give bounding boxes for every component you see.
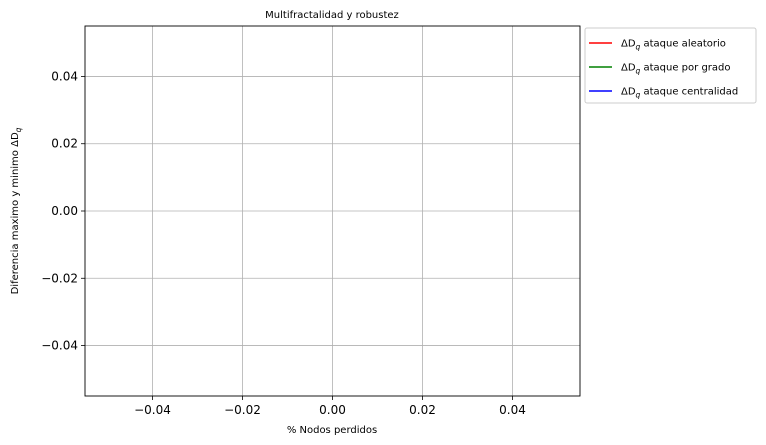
y-tick-label: 0.04 [51, 69, 78, 83]
legend-label-symbol: ΔD [621, 39, 636, 50]
y-axis-label: Diferencia maximo y minimo ΔDq [10, 127, 23, 294]
legend-label-text: ataque por grado [640, 63, 730, 74]
x-axis: −0.04 −0.02 0.00 0.02 0.04 [134, 396, 526, 417]
y-tick-label: −0.02 [41, 271, 78, 285]
x-tick-label: 0.00 [319, 403, 346, 417]
chart-title: Multifractalidad y robustez [265, 10, 399, 21]
legend-label-subscript: q [636, 91, 641, 100]
y-tick-label: −0.04 [41, 339, 78, 353]
legend-box [584, 27, 757, 104]
legend-label-text: ataque aleatorio [640, 39, 726, 50]
x-axis-label: % Nodos perdidos [287, 425, 377, 436]
legend-label-subscript: q [636, 67, 641, 76]
y-axis-label-subscript: q [14, 127, 23, 132]
legend-label-symbol: ΔD [621, 63, 636, 74]
grid [85, 26, 580, 396]
y-tick-label: 0.00 [51, 204, 78, 218]
x-tick-label: −0.02 [224, 403, 261, 417]
legend-label: ΔDq ataque por grado [621, 63, 731, 76]
y-tick-label: 0.02 [51, 137, 78, 151]
y-axis-label-main: Diferencia maximo y minimo ΔD [10, 132, 21, 294]
x-tick-label: 0.04 [499, 403, 526, 417]
legend-label: ΔDq ataque centralidad [621, 87, 738, 100]
legend-label-symbol: ΔD [621, 87, 636, 98]
x-tick-label: 0.02 [409, 403, 436, 417]
legend-label: ΔDq ataque aleatorio [621, 39, 726, 52]
x-tick-label: −0.04 [134, 403, 171, 417]
y-axis: −0.04 −0.02 0.00 0.02 0.04 [41, 69, 85, 353]
legend-label-text: ataque centralidad [640, 87, 738, 98]
legend-label-subscript: q [636, 43, 641, 52]
